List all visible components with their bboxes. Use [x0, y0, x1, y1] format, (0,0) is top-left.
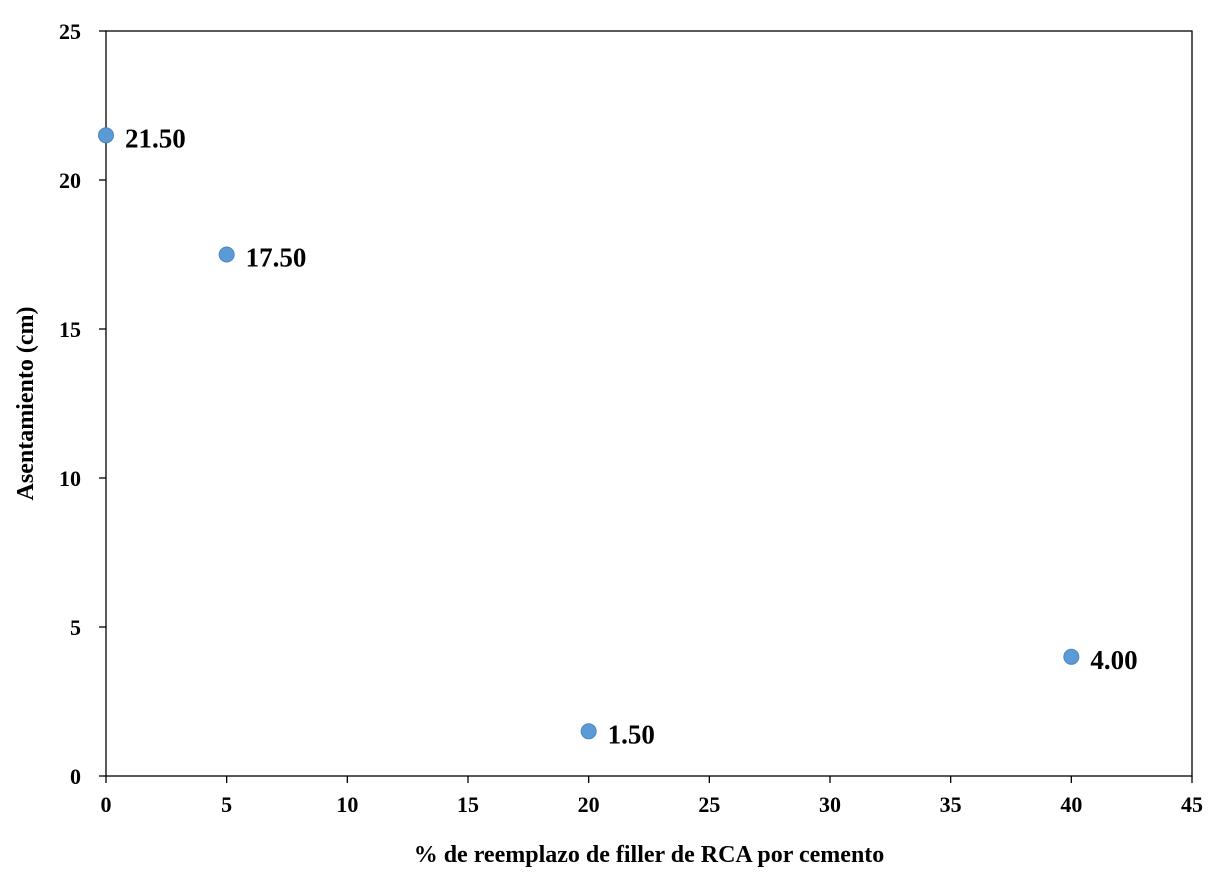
- x-tick-label: 25: [698, 792, 720, 817]
- data-point: [218, 246, 235, 263]
- x-tick-label: 35: [940, 792, 962, 817]
- y-tick-label: 5: [70, 615, 81, 640]
- x-tick-label: 40: [1060, 792, 1082, 817]
- data-label: 4.00: [1090, 645, 1137, 675]
- y-tick-label: 20: [59, 168, 81, 193]
- data-label: 1.50: [608, 719, 655, 749]
- data-label: 21.50: [125, 123, 186, 153]
- plot-frame: [105, 30, 1193, 777]
- y-axis-title: Asentamiento (cm): [13, 307, 39, 501]
- data-label: 17.50: [246, 243, 307, 273]
- data-point: [580, 723, 597, 740]
- x-tick-label: 45: [1181, 792, 1203, 817]
- data-point: [1063, 648, 1080, 665]
- axes: [105, 30, 1193, 777]
- ticks: 0 5 10 15 20 25 30 35 40 45 0 5 10 15 20 25: [59, 19, 1203, 817]
- y-tick-label: 0: [70, 764, 81, 789]
- x-tick-label: 15: [457, 792, 479, 817]
- y-tick-label: 15: [59, 317, 81, 342]
- y-tick-label: 10: [59, 466, 81, 491]
- x-tick-label: 20: [578, 792, 600, 817]
- x-tick-label: 30: [819, 792, 841, 817]
- y-tick-label: 25: [59, 19, 81, 44]
- x-axis-title: % de reemplazo de filler de RCA por ceme…: [414, 842, 885, 868]
- data-points: [98, 127, 1080, 740]
- x-tick-label: 0: [101, 792, 112, 817]
- x-tick-label: 5: [221, 792, 232, 817]
- data-point: [98, 127, 114, 144]
- data-labels: 21.50 17.50 1.50 4.00: [125, 123, 1138, 749]
- x-tick-label: 10: [336, 792, 358, 817]
